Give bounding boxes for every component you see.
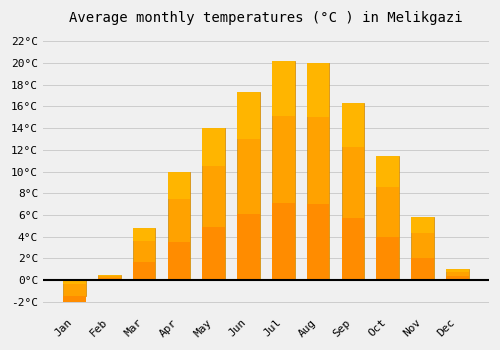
Bar xyxy=(307,63,330,280)
Bar xyxy=(272,203,294,280)
Bar xyxy=(133,228,156,280)
Bar xyxy=(446,269,468,280)
Bar xyxy=(168,172,190,280)
Bar xyxy=(202,128,225,280)
Bar xyxy=(272,61,294,116)
Bar xyxy=(307,63,330,117)
Bar xyxy=(133,228,156,241)
Bar xyxy=(202,128,225,166)
Bar xyxy=(237,92,260,139)
Bar xyxy=(446,276,468,280)
Bar xyxy=(446,269,468,272)
Bar xyxy=(411,217,434,233)
Title: Average monthly temperatures (°C ) in Melikgazi: Average monthly temperatures (°C ) in Me… xyxy=(69,11,462,25)
Bar xyxy=(272,61,294,280)
Bar xyxy=(202,227,225,280)
Bar xyxy=(307,204,330,280)
Bar xyxy=(342,218,364,280)
Bar xyxy=(376,237,399,280)
Bar xyxy=(376,156,399,280)
Bar xyxy=(168,242,190,280)
Bar xyxy=(411,258,434,280)
Bar xyxy=(376,156,399,187)
Bar xyxy=(98,278,120,280)
Bar xyxy=(63,280,86,284)
Bar xyxy=(237,214,260,280)
Bar xyxy=(133,262,156,280)
Bar xyxy=(411,217,434,280)
Bar xyxy=(237,92,260,280)
Bar xyxy=(98,275,120,280)
Bar xyxy=(342,103,364,147)
Bar xyxy=(98,275,120,276)
Bar xyxy=(63,280,86,296)
Bar xyxy=(342,103,364,280)
Bar xyxy=(168,172,190,199)
Bar xyxy=(63,296,86,302)
